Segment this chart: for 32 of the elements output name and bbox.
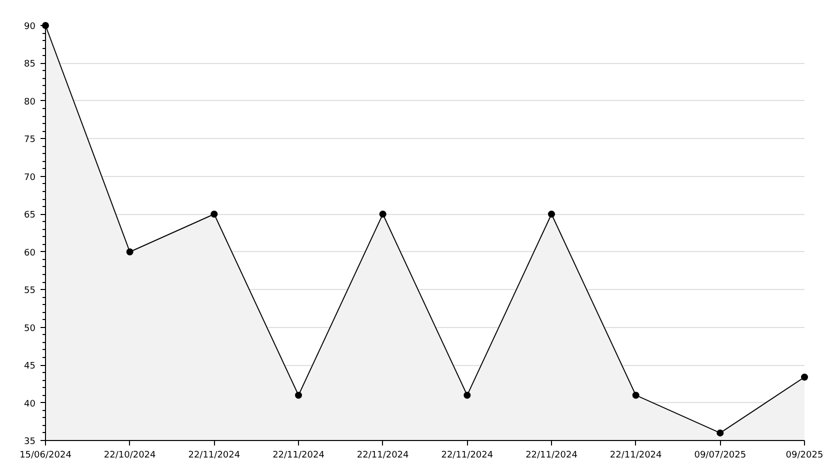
y-tick-label: 90 [24,22,36,32]
y-tick-label: 45 [24,362,36,372]
y-tick-label: 85 [24,60,36,70]
x-tick-label: 22/11/2024 [526,450,578,460]
x-tick-label: 22/11/2024 [610,450,662,460]
point [801,374,808,381]
point [379,210,386,218]
point [42,22,49,29]
point [632,392,640,399]
x-tick-label: 22/11/2024 [272,450,325,460]
point [716,429,724,436]
y-tick-label: 75 [24,135,36,146]
y-tick-label: 40 [24,399,36,410]
y-tick-label: 55 [24,286,36,296]
point [126,248,134,256]
point [464,392,471,399]
x-tick-label: 09/07/2025 [694,450,746,460]
point [210,210,218,218]
y-tick-label: 60 [24,248,36,258]
point [548,210,555,218]
y-tick-label: 70 [24,172,36,183]
x-tick-label: 22/10/2024 [104,450,156,460]
x-tick-label: 22/11/2024 [356,450,410,460]
x-tick-label: 09/2025 [786,450,824,460]
y-tick-label: 80 [24,97,36,108]
y-tick-label: 35 [24,437,36,447]
point [295,392,302,399]
x-tick-label: 22/11/2024 [441,450,494,460]
x-tick-label: 15/06/2024 [20,450,72,460]
y-tick-label: 65 [24,210,36,221]
y-tick-label: 50 [24,324,36,334]
x-tick-label: 22/11/2024 [188,450,240,460]
